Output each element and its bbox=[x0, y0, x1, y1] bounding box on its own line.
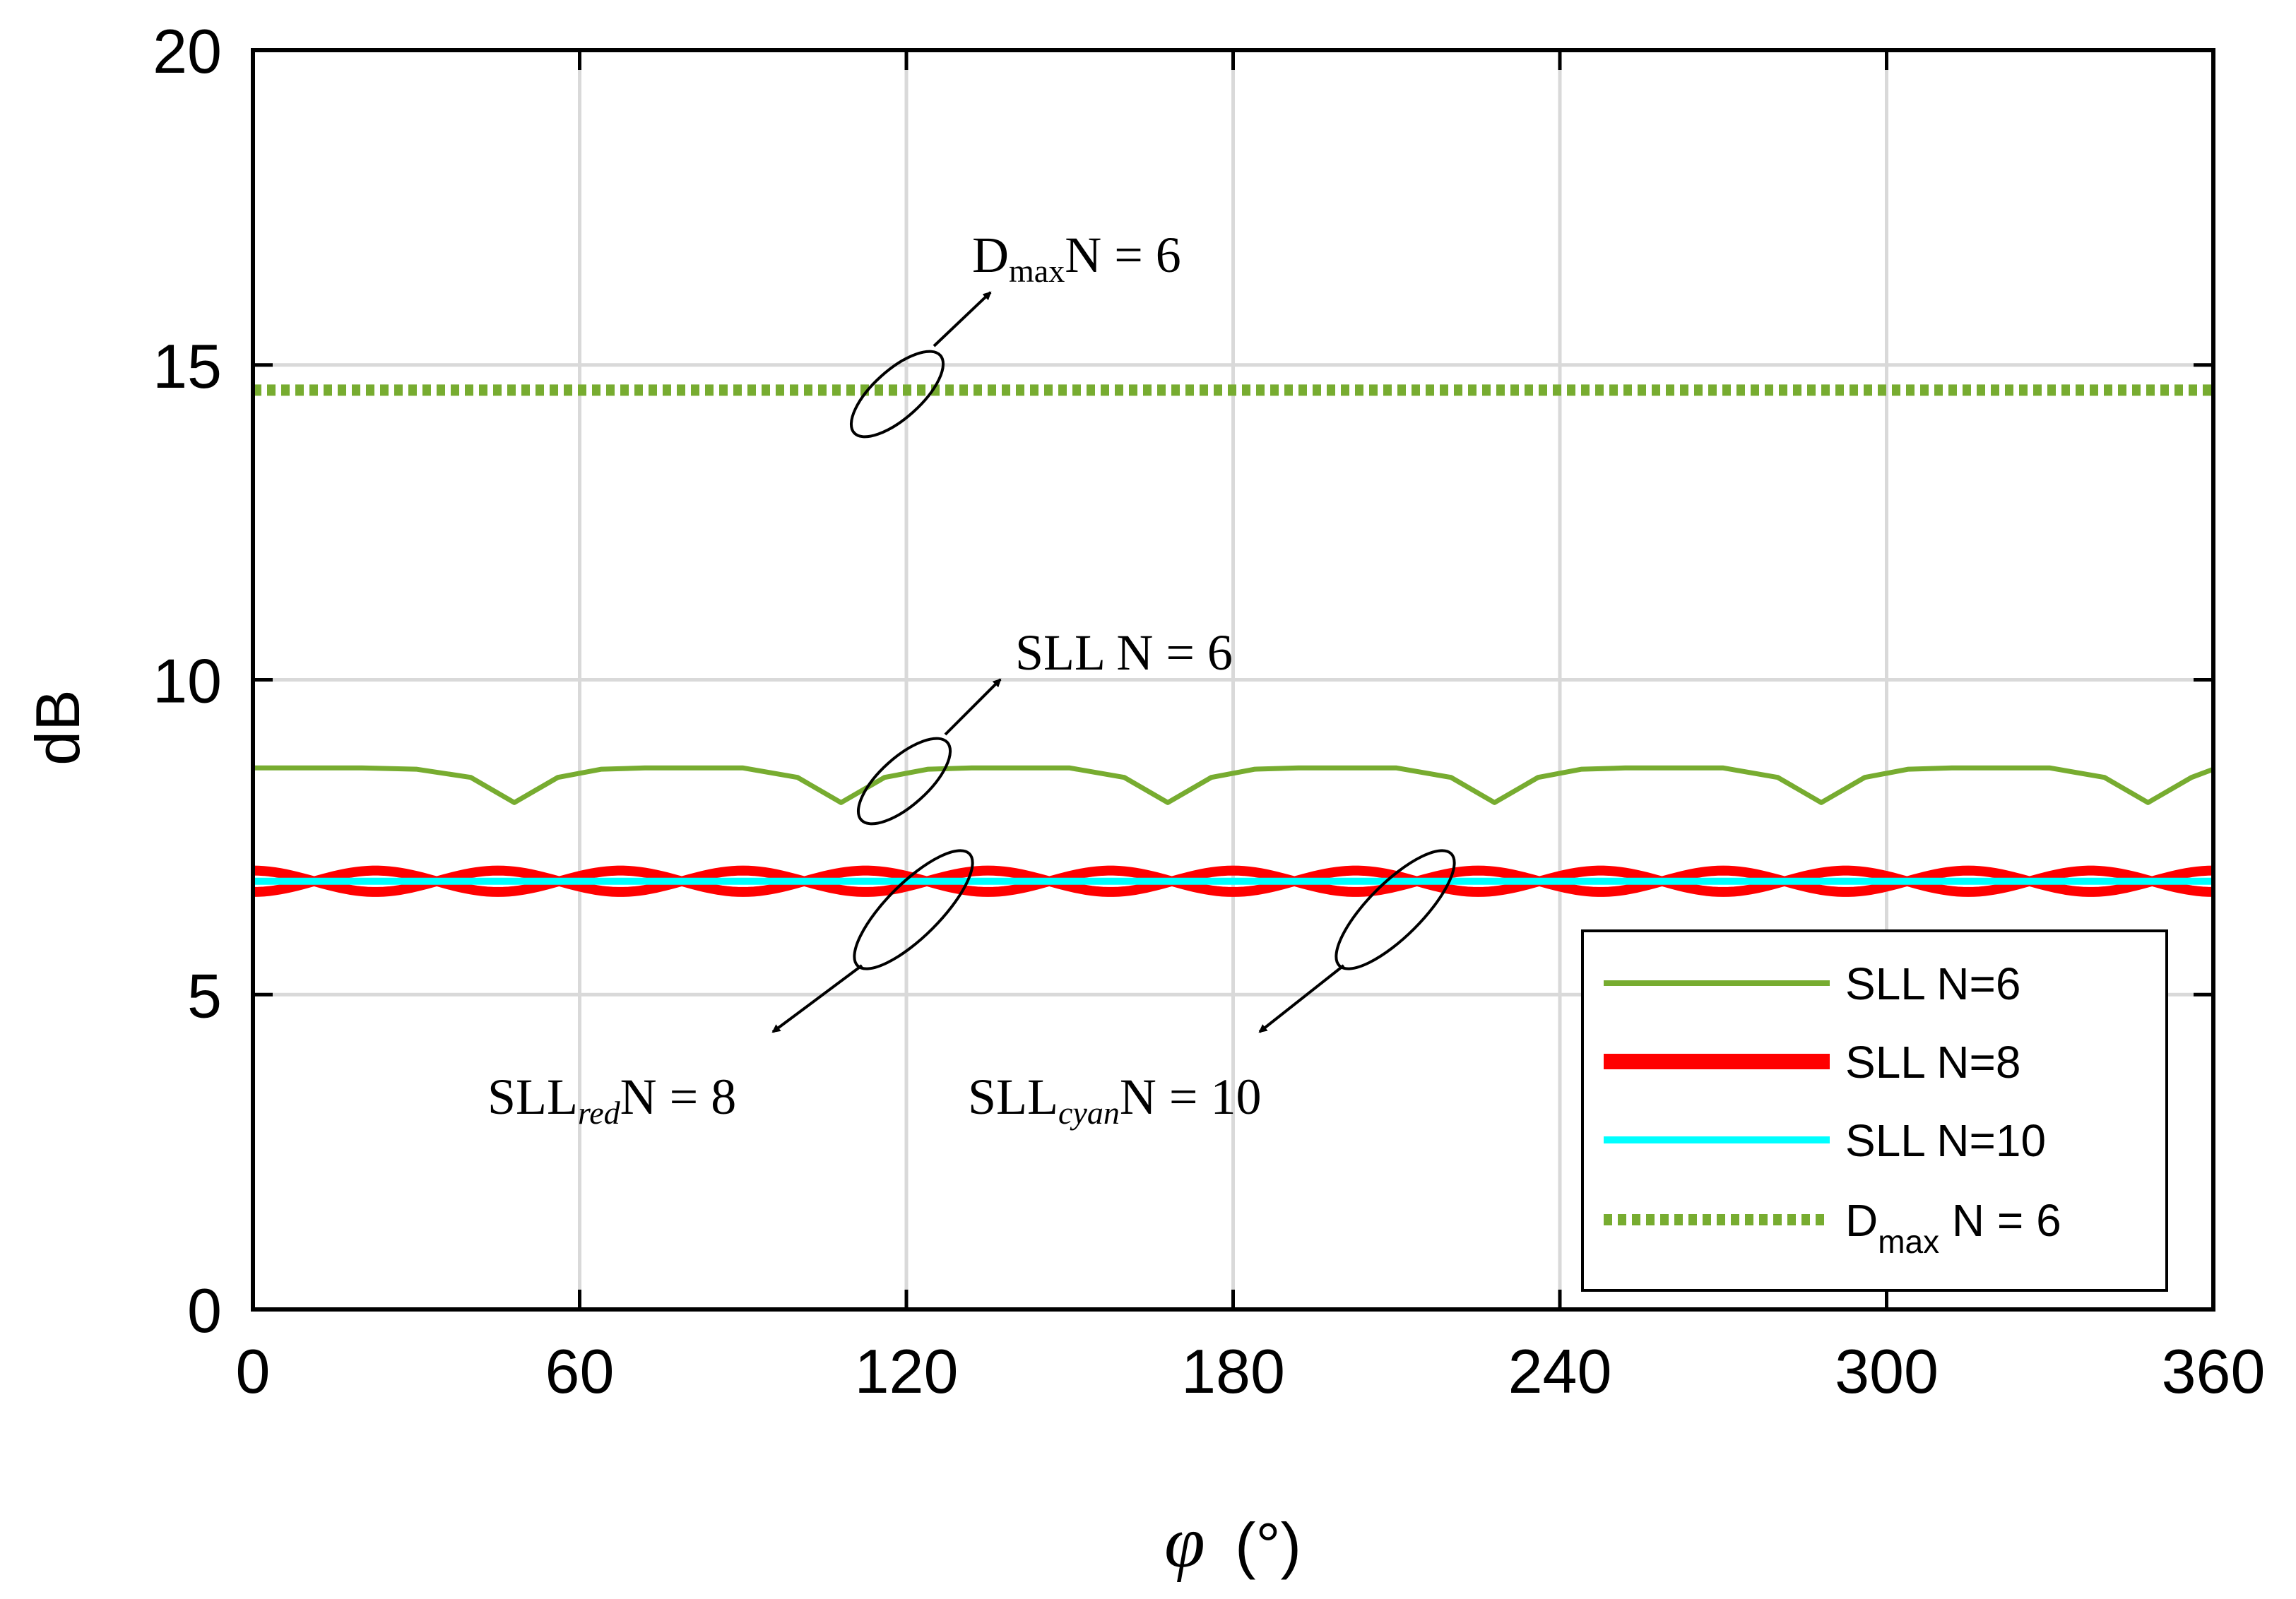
annotation-sll6-ellipse bbox=[856, 737, 952, 826]
legend-item-sll-n6: SLL N=6 bbox=[1604, 958, 2020, 1009]
annotation-sll8-label: SLLredN = 8 bbox=[487, 1069, 736, 1131]
y-axis-title: dB bbox=[23, 689, 93, 766]
x-axis-unit: (°) bbox=[1235, 1510, 1301, 1580]
legend-item-dmax-n6: Dmax N = 6 bbox=[1604, 1195, 2061, 1260]
x-tick-label-300: 300 bbox=[1835, 1336, 1939, 1406]
series-line-sll-n6 bbox=[253, 765, 2215, 805]
y-tick-label-15: 15 bbox=[153, 331, 222, 401]
legend-label-sll-n6: SLL N=6 bbox=[1845, 958, 2020, 1009]
y-tick-label-10: 10 bbox=[153, 646, 222, 716]
annotation-sll10: SLLcyanN = 10 bbox=[968, 849, 1456, 1131]
legend: SLL N=6 SLL N=8 SLL N=10 Dmax N = 6 bbox=[1581, 929, 2168, 1292]
annotation-sll10-arrow bbox=[1258, 964, 1345, 1033]
legend-label-dmax-n6: Dmax N = 6 bbox=[1845, 1195, 2061, 1260]
legend-item-sll-n10: SLL N=10 bbox=[1604, 1115, 2046, 1166]
annotation-sll6-label: SLL N = 6 bbox=[1015, 624, 1233, 681]
x-axis-title: φ (°) bbox=[1164, 1502, 1301, 1583]
y-tick-labels: 0 5 10 15 20 bbox=[153, 16, 222, 1345]
y-tick-label-20: 20 bbox=[153, 16, 222, 86]
x-tick-label-360: 360 bbox=[2162, 1336, 2266, 1406]
x-tick-labels: 0 60 120 180 240 300 360 bbox=[236, 1336, 2266, 1406]
ticks bbox=[251, 48, 2215, 1312]
y-tick-label-0: 0 bbox=[187, 1276, 222, 1345]
annotation-sll10-label: SLLcyanN = 10 bbox=[968, 1069, 1261, 1131]
annotation-dmax-ellipse bbox=[849, 350, 945, 439]
annotation-sll8-arrow bbox=[771, 964, 863, 1033]
annotation-sll10-ellipse bbox=[1335, 849, 1456, 970]
x-tick-label-120: 120 bbox=[855, 1336, 959, 1406]
legend-label-sll-n8: SLL N=8 bbox=[1845, 1037, 2020, 1088]
x-axis-symbol: φ bbox=[1164, 1502, 1205, 1583]
x-tick-label-60: 60 bbox=[545, 1336, 615, 1406]
x-tick-label-180: 180 bbox=[1181, 1336, 1285, 1406]
series-line-sll-n8-upper bbox=[252, 865, 2214, 897]
legend-item-sll-n8: SLL N=8 bbox=[1604, 1037, 2020, 1088]
annotation-sll6-arrow bbox=[944, 678, 1002, 736]
legend-label-sll-n10: SLL N=10 bbox=[1845, 1115, 2046, 1166]
annotation-dmax: DmaxN = 6 bbox=[849, 227, 1181, 439]
series-line-sll-n8-lower bbox=[252, 865, 2214, 897]
x-tick-label-240: 240 bbox=[1508, 1336, 1612, 1406]
series-band-sll-n8 bbox=[252, 865, 2214, 897]
legend-box bbox=[1581, 929, 2168, 1292]
annotation-sll8: SLLredN = 8 bbox=[487, 849, 974, 1131]
y-tick-label-5: 5 bbox=[187, 961, 222, 1030]
annotation-dmax-label: DmaxN = 6 bbox=[972, 227, 1181, 289]
annotation-dmax-arrow bbox=[933, 291, 992, 347]
annotation-sll6: SLL N = 6 bbox=[856, 624, 1233, 826]
annotation-sll8-ellipse bbox=[853, 849, 974, 970]
x-tick-label-0: 0 bbox=[236, 1336, 271, 1406]
series-layer bbox=[252, 384, 2215, 897]
